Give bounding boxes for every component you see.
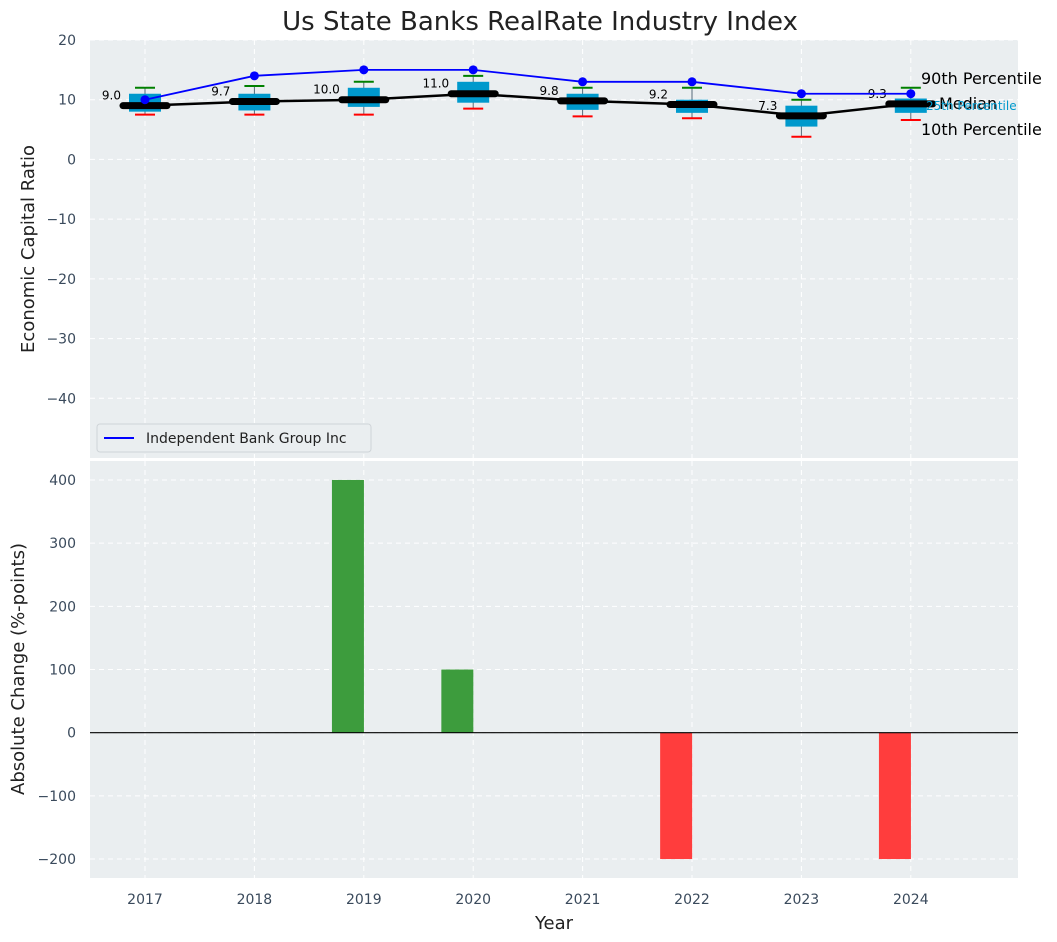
bottom-y-tick-label: −100 — [38, 789, 76, 805]
bottom-y-tick-label: 300 — [49, 536, 76, 552]
bottom-y-tick-label: −200 — [38, 852, 76, 868]
legend: Independent Bank Group Inc — [96, 423, 372, 453]
change-bar — [660, 732, 693, 860]
top-grid — [90, 39, 1018, 458]
company-point — [468, 65, 478, 75]
legend-label: Independent Bank Group Inc — [146, 431, 347, 447]
bottom-y-tick-label: 400 — [49, 473, 76, 489]
x-axis-label: Year — [534, 913, 574, 934]
median-value-label: 11.0 — [422, 77, 449, 91]
top-y-tick-label: 0 — [67, 152, 76, 168]
median-line — [144, 92, 911, 118]
change-bar — [878, 732, 911, 860]
legend-box — [96, 423, 372, 453]
company-series — [140, 65, 916, 105]
company-point — [906, 89, 916, 99]
annotation-p90: 90th Percentile — [921, 69, 1042, 88]
company-point — [578, 77, 588, 87]
change-bar — [331, 479, 364, 733]
top-y-tick-label: 10 — [58, 93, 76, 109]
change-bars — [331, 479, 911, 860]
top-y-tick-label: 20 — [58, 33, 76, 49]
median-series — [144, 92, 911, 118]
annotation-p10: 10th Percentile — [921, 120, 1042, 139]
median-value-label: 10.0 — [313, 83, 340, 97]
x-tick-label: 2019 — [346, 892, 382, 908]
x-tick-label: 2024 — [893, 892, 929, 908]
bottom-y-tick-label: 100 — [49, 663, 76, 679]
median-value-label: 9.8 — [540, 84, 559, 98]
company-point — [249, 71, 259, 81]
top-y-tick-label: −30 — [46, 332, 76, 348]
change-bar — [441, 669, 474, 733]
annotation-median: Median — [939, 94, 997, 113]
bottom-y-axis-label: Absolute Change (%-points) — [8, 543, 29, 795]
x-ticks: 2017 2018 2019 2020 2021 2022 2023 2024 — [127, 892, 929, 908]
x-tick-label: 2022 — [674, 892, 710, 908]
median-value-label: 9.2 — [649, 87, 668, 101]
bottom-y-tick-label: 0 — [67, 726, 76, 742]
top-y-tick-label: −20 — [46, 272, 76, 288]
company-point — [359, 65, 369, 75]
median-value-label: 9.0 — [102, 89, 121, 103]
x-tick-label: 2017 — [127, 892, 163, 908]
x-tick-label: 2023 — [784, 892, 820, 908]
top-y-tick-label: −40 — [46, 391, 76, 407]
x-tick-label: 2020 — [455, 892, 491, 908]
company-point — [796, 89, 806, 99]
top-y-ticks: 20 10 0 −10 −20 −30 −40 — [46, 33, 76, 407]
top-y-tick-label: −10 — [46, 212, 76, 228]
bottom-y-tick-label: 200 — [49, 599, 76, 615]
company-point — [140, 95, 150, 105]
median-value-label: 9.7 — [211, 85, 230, 99]
company-line — [144, 68, 911, 101]
annotation-p25: 25th Percentile — [926, 99, 1017, 113]
x-tick-label: 2018 — [237, 892, 273, 908]
company-point — [687, 77, 697, 87]
bottom-y-ticks: 400 300 200 100 0 −100 −200 — [38, 473, 76, 868]
top-y-axis-label: Economic Capital Ratio — [18, 145, 39, 353]
chart-title: Us State Banks RealRate Industry Index — [282, 7, 798, 37]
x-tick-label: 2021 — [565, 892, 601, 908]
median-value-label: 7.3 — [758, 99, 777, 113]
